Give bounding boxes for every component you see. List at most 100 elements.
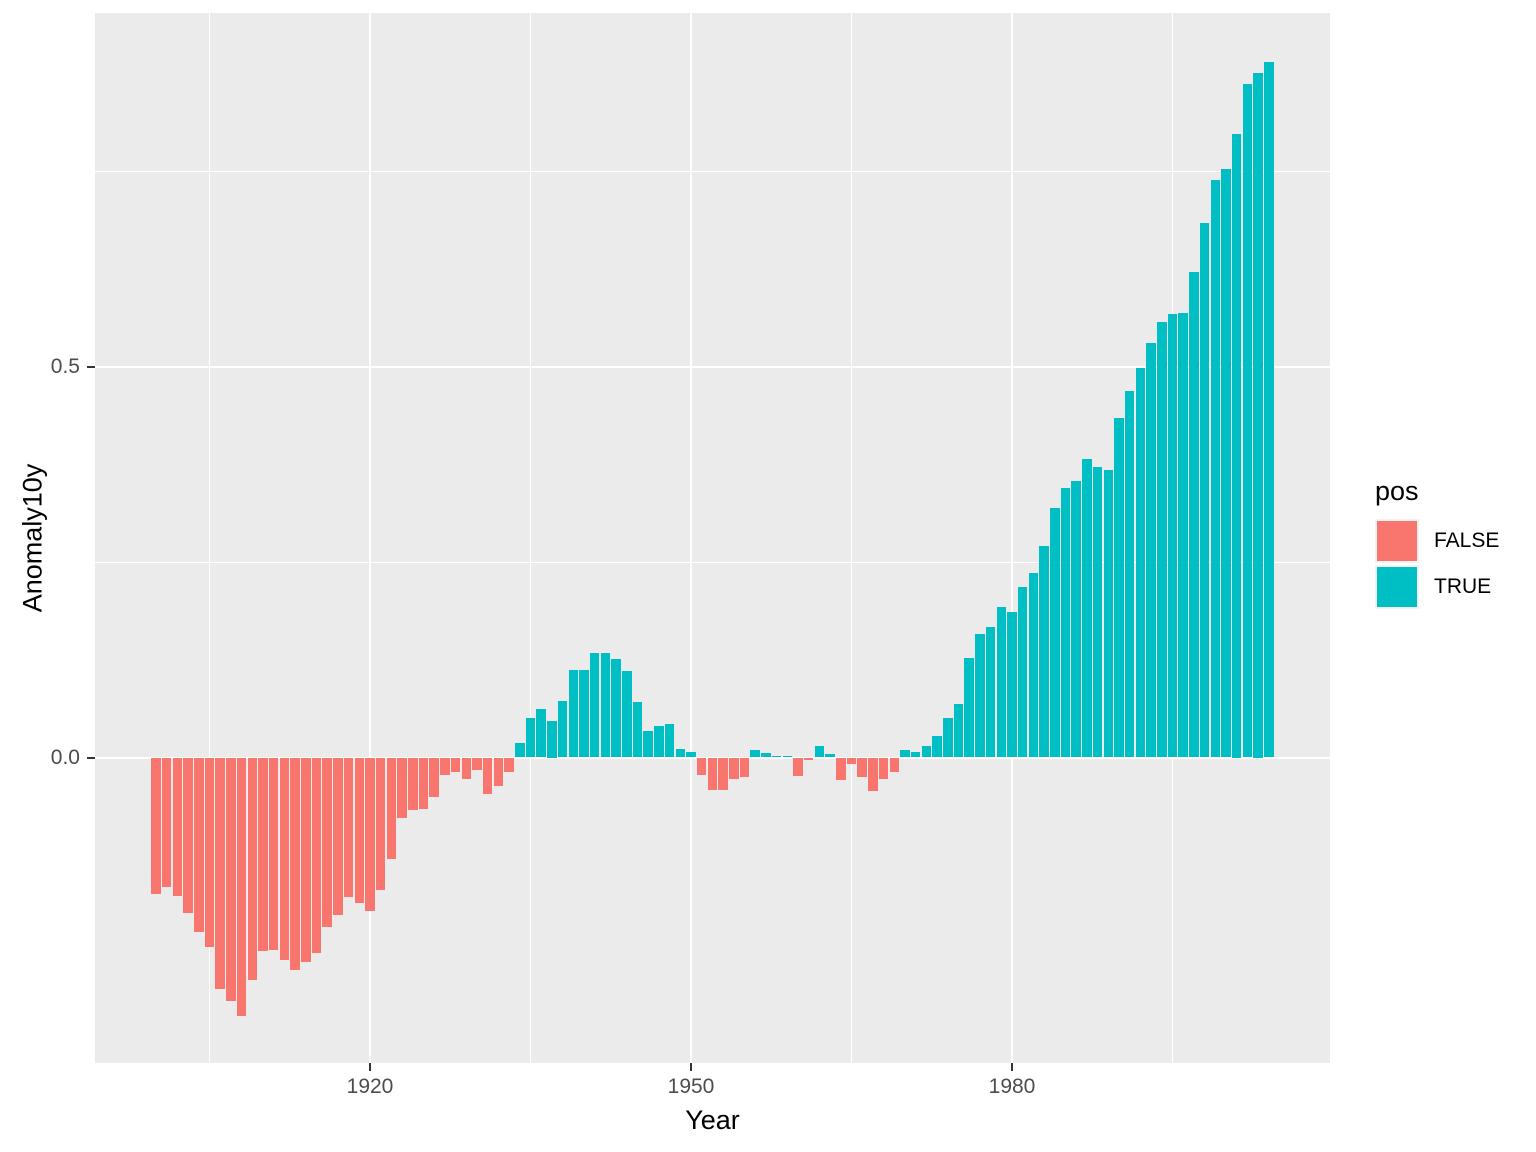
bar-1986 bbox=[1071, 480, 1081, 758]
legend-label: FALSE bbox=[1434, 529, 1500, 552]
bar-1918 bbox=[343, 757, 354, 897]
bar-1935 bbox=[525, 717, 536, 758]
bar-1924 bbox=[408, 757, 418, 810]
bar-1989 bbox=[1103, 469, 1114, 758]
x-major-gridline bbox=[1011, 13, 1013, 1063]
bar-1930 bbox=[472, 757, 482, 770]
bar-1974 bbox=[943, 718, 953, 758]
bar-1907 bbox=[226, 757, 236, 1002]
bar-2002 bbox=[1242, 84, 1253, 758]
bar-1902 bbox=[172, 757, 183, 896]
bar-1987 bbox=[1082, 458, 1092, 758]
legend-swatch-true bbox=[1377, 567, 1417, 607]
bar-1910 bbox=[258, 757, 268, 952]
y-major-gridline bbox=[95, 365, 1330, 368]
x-tick-label: 1950 bbox=[667, 1075, 715, 1098]
bar-1978 bbox=[985, 626, 996, 758]
legend-key bbox=[1375, 519, 1419, 563]
bar-1997 bbox=[1189, 271, 1199, 758]
bar-1979 bbox=[996, 606, 1007, 758]
bar-1971 bbox=[910, 752, 921, 758]
legend-swatch-false bbox=[1377, 521, 1417, 561]
bar-1934 bbox=[515, 742, 525, 758]
bar-1993 bbox=[1146, 343, 1156, 758]
bar-1955 bbox=[739, 757, 750, 778]
bar-1975 bbox=[953, 704, 964, 758]
y-minor-gridline bbox=[95, 561, 1330, 563]
legend-key bbox=[1375, 565, 1419, 609]
x-major-gridline bbox=[690, 13, 692, 1063]
bar-1982 bbox=[1028, 572, 1039, 758]
bar-1911 bbox=[268, 757, 279, 950]
bar-1996 bbox=[1178, 313, 1188, 758]
bar-1957 bbox=[761, 752, 771, 758]
bar-1972 bbox=[921, 745, 932, 758]
bar-1995 bbox=[1167, 314, 1178, 758]
bar-1919 bbox=[354, 757, 365, 903]
bar-1923 bbox=[397, 757, 407, 818]
bar-1906 bbox=[215, 757, 225, 989]
x-tick-label: 1980 bbox=[988, 1075, 1036, 1098]
y-tick-label: 0.5 bbox=[50, 354, 80, 378]
bar-1950 bbox=[686, 752, 696, 758]
bar-1940 bbox=[579, 669, 589, 758]
bar-1926 bbox=[429, 757, 439, 798]
bar-1973 bbox=[932, 736, 942, 758]
bar-1945 bbox=[632, 701, 643, 758]
bar-1944 bbox=[622, 670, 632, 758]
bar-1998 bbox=[1199, 222, 1210, 758]
legend-item-false: FALSE bbox=[1375, 519, 1535, 563]
bar-1901 bbox=[161, 757, 172, 888]
bar-1939 bbox=[568, 669, 579, 758]
bar-1946 bbox=[643, 730, 653, 758]
y-axis-tick bbox=[87, 365, 95, 368]
bar-1922 bbox=[386, 757, 397, 860]
bar-1963 bbox=[825, 754, 835, 758]
bar-1912 bbox=[279, 757, 290, 961]
plot-panel bbox=[95, 13, 1330, 1063]
bar-1915 bbox=[311, 757, 322, 953]
bar-1969 bbox=[889, 757, 900, 773]
bar-1933 bbox=[504, 757, 514, 772]
bar-1921 bbox=[375, 757, 386, 890]
bar-1929 bbox=[461, 757, 472, 779]
x-axis-title: Year bbox=[685, 1105, 740, 1135]
bar-2001 bbox=[1231, 134, 1242, 758]
bar-1937 bbox=[547, 720, 557, 758]
bar-1968 bbox=[878, 757, 889, 779]
bar-1956 bbox=[750, 749, 760, 758]
bar-1951 bbox=[696, 757, 707, 775]
x-axis-tick bbox=[1011, 1063, 1013, 1071]
x-major-gridline bbox=[369, 13, 371, 1063]
x-axis-tick bbox=[369, 1063, 371, 1071]
bar-1905 bbox=[204, 757, 215, 947]
bar-1966 bbox=[857, 757, 867, 778]
bar-1964 bbox=[836, 757, 846, 781]
bar-1943 bbox=[611, 658, 621, 758]
bar-1927 bbox=[440, 757, 450, 775]
bar-1948 bbox=[664, 723, 675, 758]
bar-1941 bbox=[589, 652, 600, 758]
y-axis-tick bbox=[87, 756, 95, 759]
legend-label: TRUE bbox=[1434, 575, 1492, 598]
y-minor-gridline bbox=[95, 170, 1330, 172]
bar-1903 bbox=[183, 757, 193, 914]
bar-1988 bbox=[1092, 467, 1103, 758]
bar-1961 bbox=[803, 757, 814, 760]
y-axis-title: Anomaly10y bbox=[17, 463, 48, 613]
bar-1980 bbox=[1007, 612, 1017, 758]
y-tick-label: 0.0 bbox=[50, 745, 80, 769]
bar-1958 bbox=[771, 755, 782, 758]
bar-1992 bbox=[1135, 368, 1146, 758]
bar-1900 bbox=[151, 757, 161, 894]
bar-1991 bbox=[1124, 390, 1135, 758]
x-tick-label: 1920 bbox=[346, 1075, 394, 1098]
bar-1994 bbox=[1157, 321, 1167, 758]
legend-item-true: TRUE bbox=[1375, 565, 1535, 609]
bar-1947 bbox=[654, 726, 664, 758]
bar-1920 bbox=[365, 757, 375, 911]
bar-1909 bbox=[247, 757, 258, 981]
x-minor-gridline bbox=[209, 13, 210, 1063]
bar-1962 bbox=[814, 745, 825, 758]
